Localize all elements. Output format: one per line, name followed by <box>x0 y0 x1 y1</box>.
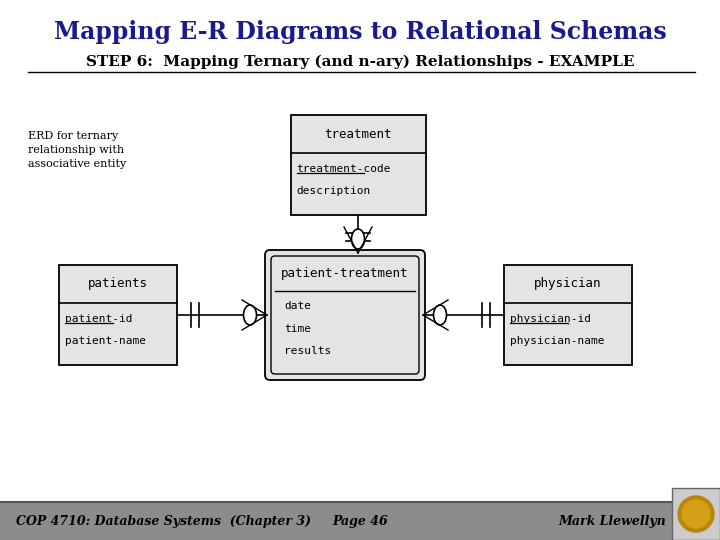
Ellipse shape <box>433 305 446 325</box>
Bar <box>59 265 177 365</box>
Text: date: date <box>284 301 311 312</box>
Text: patient-id: patient-id <box>65 314 132 323</box>
Circle shape <box>678 496 714 532</box>
Text: patient-treatment: patient-treatment <box>282 267 409 280</box>
Text: ERD for ternary
relationship with
associative entity: ERD for ternary relationship with associ… <box>28 131 126 169</box>
Ellipse shape <box>351 229 364 249</box>
Text: STEP 6:  Mapping Ternary (and n-ary) Relationships - EXAMPLE: STEP 6: Mapping Ternary (and n-ary) Rela… <box>86 55 634 69</box>
FancyBboxPatch shape <box>265 250 425 380</box>
Text: physician-id: physician-id <box>510 314 591 323</box>
Text: Mark Llewellyn: Mark Llewellyn <box>558 515 666 528</box>
FancyBboxPatch shape <box>271 256 419 374</box>
Text: Mapping E-R Diagrams to Relational Schemas: Mapping E-R Diagrams to Relational Schem… <box>53 20 667 44</box>
Text: treatment: treatment <box>324 127 392 140</box>
Text: treatment-code: treatment-code <box>297 164 391 173</box>
Text: time: time <box>284 323 311 334</box>
Text: Page 46: Page 46 <box>332 515 388 528</box>
Text: patients: patients <box>88 278 148 291</box>
Circle shape <box>682 500 710 528</box>
Bar <box>0 502 720 540</box>
Ellipse shape <box>243 305 256 325</box>
Text: results: results <box>284 346 331 356</box>
Bar <box>672 488 720 540</box>
Text: description: description <box>297 186 371 195</box>
Text: COP 4710: Database Systems  (Chapter 3): COP 4710: Database Systems (Chapter 3) <box>16 515 311 528</box>
Text: patient-name: patient-name <box>65 336 146 346</box>
Bar <box>290 115 426 215</box>
Text: physician: physician <box>534 278 602 291</box>
Bar <box>504 265 632 365</box>
Text: physician-name: physician-name <box>510 336 605 346</box>
